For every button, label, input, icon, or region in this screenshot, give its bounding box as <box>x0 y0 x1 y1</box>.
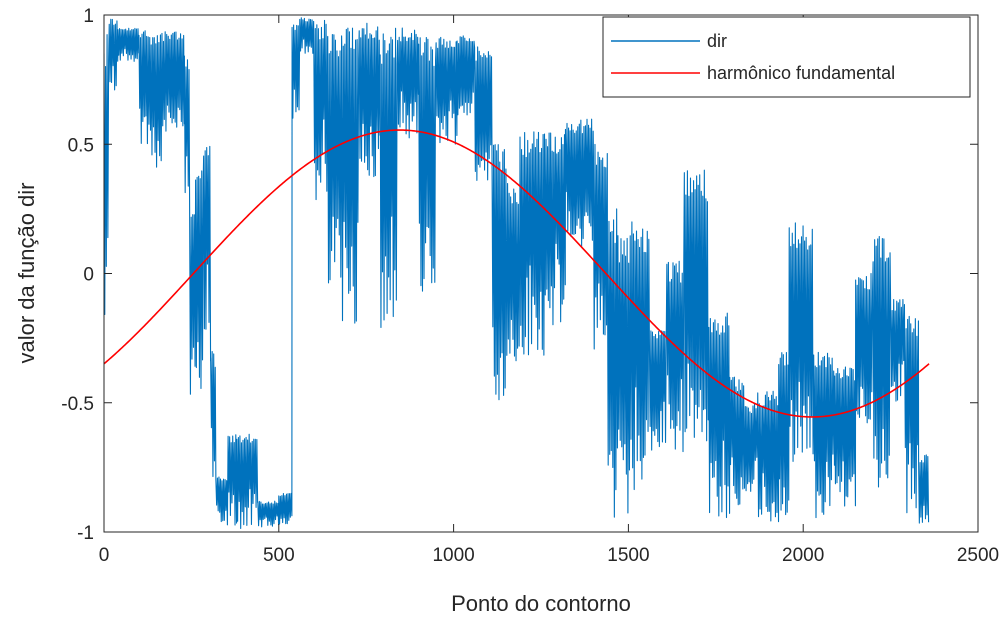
x-tick-label: 0 <box>99 545 110 566</box>
y-tick-label: -0.5 <box>61 394 94 415</box>
series-layer <box>104 17 930 530</box>
x-tick-label: 1000 <box>432 545 474 566</box>
series-harmonico-fundamental-line <box>104 129 930 418</box>
x-tick-label: 500 <box>263 545 295 566</box>
y-tick-label: 1 <box>83 6 94 27</box>
y-axis-label: valor da função dir <box>14 183 39 364</box>
y-tick-label: 0 <box>83 265 94 286</box>
legend: dir harmônico fundamental <box>602 16 971 98</box>
x-tick-label: 2000 <box>782 545 824 566</box>
series-dir-line <box>104 17 930 530</box>
x-tick-label: 2500 <box>957 545 999 566</box>
x-axis-label: Ponto do contorno <box>451 591 631 616</box>
legend-label-harmonico-fundamental: harmônico fundamental <box>707 63 895 83</box>
x-tick-label: 1500 <box>607 545 649 566</box>
legend-label-dir: dir <box>707 31 727 51</box>
ticks-layer: 0 500 1000 1500 2000 2500 -1 -0.5 0 0.5 1 <box>61 6 999 566</box>
legend-box <box>602 16 971 98</box>
y-tick-label: 0.5 <box>68 135 94 156</box>
y-tick-label: -1 <box>77 523 94 544</box>
